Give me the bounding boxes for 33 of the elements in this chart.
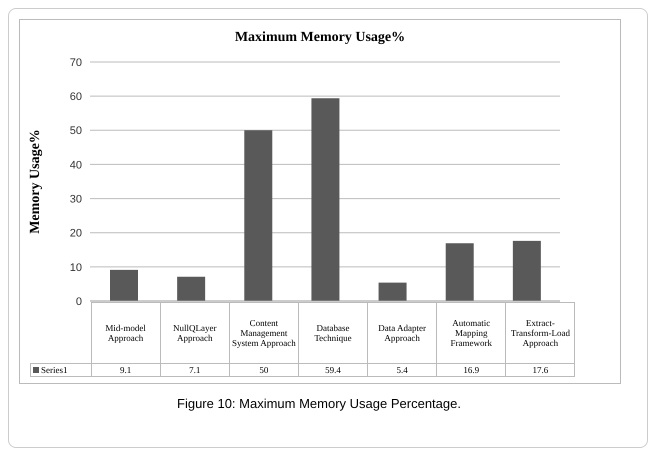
bar (177, 276, 206, 301)
x-tick-label: Extract-Transform-Load Approach (506, 302, 575, 364)
x-tick-label: Mid-model Approach (91, 302, 160, 364)
bar (512, 240, 541, 301)
y-axis-title: Memory Usage% (28, 129, 43, 234)
y-tick-label: 20 (70, 228, 82, 240)
x-tick-label: Data Adapter Approach (368, 302, 437, 364)
bar (110, 270, 138, 301)
chart-title: Maximum Memory Usage% (234, 30, 406, 46)
y-tick-label: 50 (70, 125, 82, 138)
y-tick-label: 40 (70, 159, 82, 172)
x-tick-label: Database Technique (298, 302, 368, 364)
y-tick-label: 10 (70, 262, 82, 274)
legend-label: Series1 (30, 364, 91, 376)
y-tick-label: 0 (76, 296, 82, 308)
x-tick-label: Content Management System Approach (229, 302, 298, 364)
bar (378, 282, 407, 301)
x-tick-label: Automatic Mapping Framework (436, 302, 506, 364)
data-label: 17.6 (506, 364, 575, 376)
data-label: 5.4 (368, 364, 437, 376)
data-label: 9.1 (91, 364, 160, 376)
data-label: 16.9 (436, 364, 506, 376)
x-tick-label: NullQLayer Approach (160, 302, 230, 364)
y-tick-label: 30 (70, 193, 82, 206)
bar (311, 98, 340, 301)
caption: Figure 10: Maximum Memory Usage Percentage. (176, 396, 462, 411)
y-tick-label: 70 (70, 56, 82, 69)
data-label: 7.1 (160, 364, 230, 376)
data-label: 50 (229, 364, 298, 376)
bar (446, 243, 474, 301)
bar (244, 130, 272, 301)
y-tick-label: 60 (70, 91, 82, 104)
data-label: 59.4 (298, 364, 368, 376)
